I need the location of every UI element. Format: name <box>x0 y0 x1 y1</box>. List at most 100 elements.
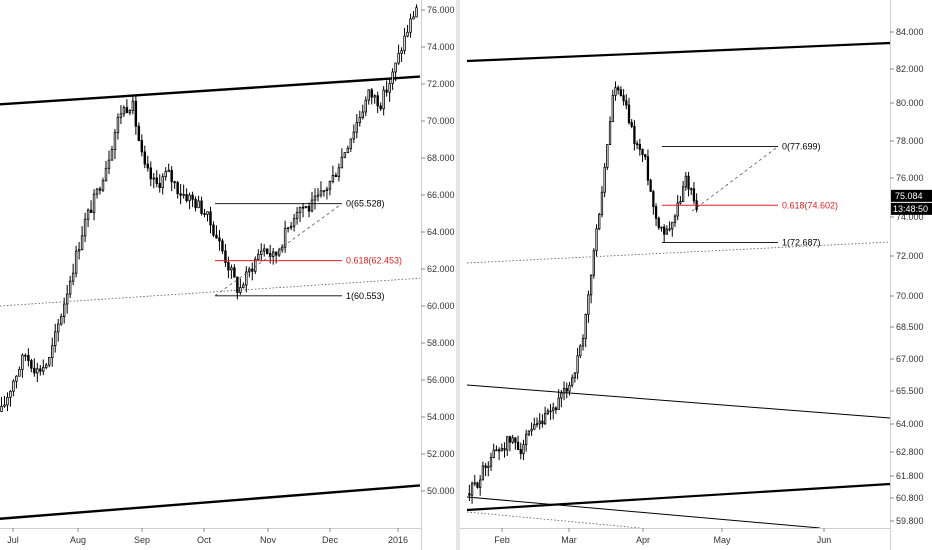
right-candle-body <box>611 95 614 123</box>
left-candle-body <box>257 253 260 260</box>
right-candle-body <box>487 465 490 468</box>
left-candle-body <box>89 209 93 213</box>
left-candle-body <box>230 267 233 271</box>
right-candle-body <box>684 175 687 188</box>
left-candle-body <box>86 209 90 220</box>
right-candle-body <box>625 100 628 106</box>
left-candle-body <box>304 206 308 209</box>
left-y-tick-label: 60.000 <box>427 301 455 311</box>
left-fibonacci[interactable]: 0(65.528) 0.618(62.453) 1(60.553) <box>214 199 402 301</box>
left-y-tick-label: 70.000 <box>427 116 455 126</box>
right-y-tick-label: 59.800 <box>896 516 924 526</box>
left-candle-body <box>415 7 418 18</box>
right-candle-body <box>481 465 485 481</box>
left-candle-body <box>21 354 24 370</box>
left-candle-body <box>9 390 12 398</box>
right-y-tick-label: 60.800 <box>896 493 924 503</box>
right-candle-body <box>495 449 498 452</box>
right-price-axis[interactable]: 84.000 82.000 80.000 78.000 76.000 74.000 72.0… <box>890 27 924 526</box>
left-time-axis[interactable]: Jul Aug Sep Oct Nov Dec 2016 <box>7 528 408 545</box>
right-candle-body <box>503 448 506 451</box>
right-y-tick-label: 67.000 <box>896 354 924 364</box>
right-candle-body <box>535 423 539 426</box>
left-candle-body <box>337 167 341 178</box>
right-candle-body <box>514 437 517 443</box>
right-candle-body <box>541 420 544 425</box>
left-candle-body <box>206 211 209 215</box>
left-y-tick-label: 62.000 <box>427 264 455 274</box>
right-candle-body <box>608 121 612 145</box>
right-dotted-line-low <box>466 511 641 529</box>
right-candle-body <box>635 143 639 146</box>
right-candle-body <box>554 407 558 410</box>
left-candle-body <box>116 116 120 134</box>
left-candle-body <box>68 280 72 295</box>
left-candle-body <box>95 188 99 195</box>
right-candles <box>468 81 698 504</box>
left-candle-body <box>15 375 18 382</box>
left-x-tick-label: Sep <box>134 535 150 545</box>
left-fib-label-0.618: 0.618(62.453) <box>346 256 402 266</box>
left-y-tick-label: 52.000 <box>427 449 455 459</box>
right-candle-body <box>560 392 563 399</box>
right-candle-body <box>676 202 679 217</box>
left-candle-body <box>39 368 42 372</box>
right-time-axis[interactable]: Feb Mar Apr May Jun <box>494 528 831 545</box>
left-y-tick-label: 64.000 <box>427 227 455 237</box>
left-candle-body <box>131 100 135 111</box>
left-candle-body <box>203 213 206 215</box>
right-candle-body <box>679 201 682 204</box>
left-candle-body <box>197 200 200 209</box>
right-fib-label-1: 1(72.687) <box>782 238 821 248</box>
left-candle-body <box>319 190 323 196</box>
left-candle-body <box>71 272 75 282</box>
left-candle-body <box>370 89 373 98</box>
left-candle-body <box>331 174 335 182</box>
left-candle-body <box>77 248 81 252</box>
left-candle-body <box>364 99 367 113</box>
left-candle-body <box>310 199 314 212</box>
left-candle-body <box>122 107 126 115</box>
left-candle-body <box>0 405 3 412</box>
right-candle-body <box>506 436 509 451</box>
left-y-tick-label: 56.000 <box>427 375 455 385</box>
left-candle-body <box>268 253 272 257</box>
right-candle-body <box>603 166 606 193</box>
left-candle-body <box>394 62 397 73</box>
left-candle-body <box>367 89 370 101</box>
left-candle-body <box>173 181 176 184</box>
right-candle-body <box>533 424 536 430</box>
right-fibonacci[interactable]: 0(77.699) 0.618(74.602) 1(72.687) <box>662 142 838 248</box>
right-candle-body <box>546 410 549 414</box>
left-candle-body <box>51 345 54 358</box>
left-candle-body <box>221 240 224 252</box>
panel-divider[interactable] <box>456 0 460 550</box>
left-candle-body <box>158 183 161 188</box>
left-candle-body <box>179 193 182 196</box>
left-y-tick-label: 50.000 <box>427 486 455 496</box>
left-fib-label-0: 0(65.528) <box>346 199 385 209</box>
left-candle-body <box>277 249 281 256</box>
right-channel-line-lower <box>466 482 891 512</box>
left-candle-body <box>298 206 302 213</box>
right-chart-panel[interactable]: 0(77.699) 0.618(74.602) 1(72.687) 84.000 82… <box>460 0 932 550</box>
right-candle-body <box>690 188 693 191</box>
left-candle-body <box>119 113 123 118</box>
left-candle-body <box>101 180 105 191</box>
left-candle-body <box>349 138 353 149</box>
left-candles <box>0 4 418 413</box>
left-candle-body <box>412 16 415 20</box>
left-y-tick-label: 74.000 <box>427 42 455 52</box>
left-candle-body <box>194 198 197 209</box>
left-chart-panel[interactable]: 0(65.528) 0.618(62.453) 1(60.553) 76.000 74… <box>0 0 455 550</box>
left-price-axis[interactable]: 76.000 74.000 72.000 70.000 68.000 66.000 64.0… <box>421 5 455 496</box>
left-fib-trendline <box>214 203 343 297</box>
right-candle-body <box>668 228 671 231</box>
right-fib-label-0: 0(77.699) <box>782 142 821 152</box>
left-candle-body <box>92 193 96 213</box>
left-candle-body <box>358 117 361 123</box>
left-candle-body <box>104 167 108 182</box>
right-candle-body <box>657 217 660 228</box>
right-candle-body <box>595 228 598 252</box>
